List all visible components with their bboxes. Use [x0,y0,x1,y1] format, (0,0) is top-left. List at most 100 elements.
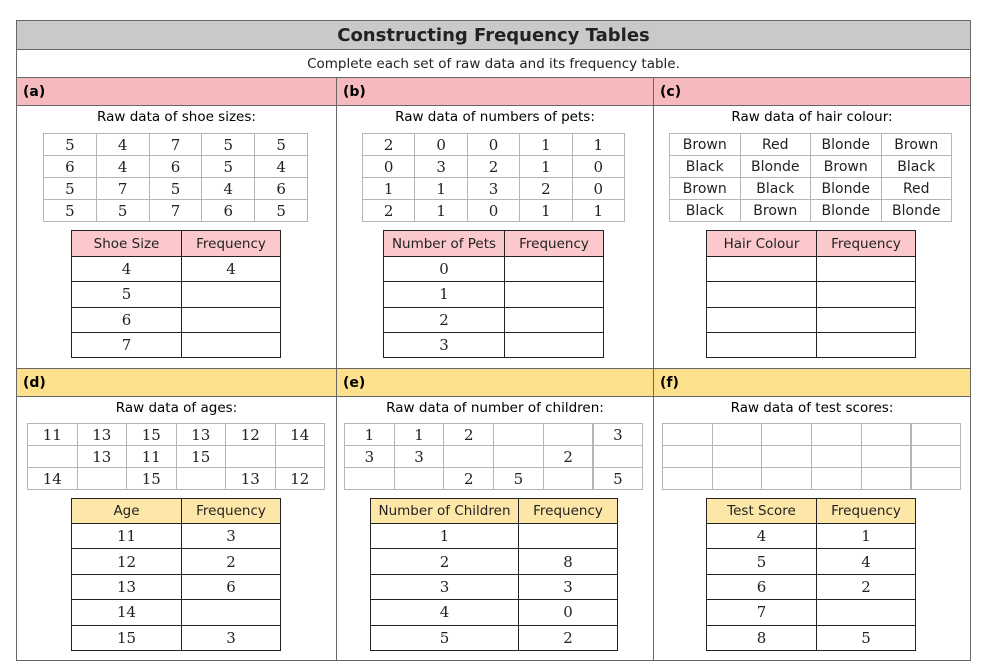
table-cell: 7 [71,331,182,359]
raw-data-cell [542,467,594,490]
raw-data-cell: 13 [175,423,226,446]
raw-data-title: Raw data of number of children: [386,400,604,416]
table-cell: 8 [518,548,618,575]
table-cell [504,256,604,283]
raw-data-cell: Black [739,177,811,200]
raw-data-cell: 1 [519,199,573,222]
raw-data-cell: 13 [225,467,276,490]
raw-data-cell: Brown [669,177,741,200]
raw-data-cell: 1 [414,199,468,222]
raw-data-cell: 3 [466,177,521,200]
table-cell [181,306,281,333]
table-cell: 5 [370,624,519,651]
raw-data-cell: Brown [810,155,882,178]
raw-data-cell: 1 [571,199,625,222]
table-cell: 2 [518,624,618,651]
table-header: Frequency [181,230,281,257]
table-cell [181,599,281,626]
table-cell: 0 [518,599,618,626]
raw-data-cell: Blonde [810,199,882,222]
table-header: Frequency [816,498,916,524]
raw-data-cell: 1 [519,133,573,156]
raw-data-cell: 5 [254,133,308,156]
table-cell [706,331,817,359]
raw-data-cell [761,467,813,490]
raw-data-cell: Black [880,155,952,178]
table-cell: 2 [383,306,505,333]
raw-data-cell: 14 [274,423,325,446]
raw-data-cell [711,423,763,446]
raw-data-cell: 5 [254,199,308,222]
raw-data-cell: 11 [126,445,177,468]
raw-data-cell: 6 [254,177,308,200]
raw-data-cell [493,423,544,446]
raw-data-cell: 2 [519,177,573,200]
raw-data-cell: 1 [393,423,445,446]
raw-data-cell: Black [669,155,741,178]
raw-data-cell: 3 [414,155,468,178]
table-header: Frequency [518,498,618,524]
raw-data-cell: 5 [95,199,150,222]
title: Constructing Frequency Tables [16,20,971,50]
panel-label: (c) [653,77,971,106]
table-header: Number of Pets [383,230,505,257]
raw-data-cell: 3 [592,423,644,446]
raw-data-cell: 5 [201,133,256,156]
raw-data-title: Raw data of test scores: [730,400,894,416]
panel-label: (e) [336,368,654,397]
table-cell: 0 [383,256,505,283]
table-cell: 7 [706,599,817,626]
table-cell: 6 [181,573,281,601]
table-cell: 3 [181,624,281,651]
table-cell [816,331,916,359]
raw-data-cell [860,423,912,446]
raw-data-cell: 1 [414,177,468,200]
raw-data-cell: 0 [571,155,625,178]
raw-data-cell: 2 [443,467,495,490]
raw-data-cell [811,467,862,490]
panel-label: (f) [653,368,971,397]
table-cell: 5 [706,548,817,575]
raw-data-cell: 1 [344,423,395,446]
raw-data-cell [662,445,713,468]
raw-data-cell: 5 [592,467,644,490]
raw-data-cell: 15 [126,423,177,446]
raw-data-cell: 6 [43,155,97,178]
raw-data-cell: 3 [393,445,445,468]
table-cell [706,256,817,283]
raw-data-cell: 0 [362,155,416,178]
table-cell [816,306,916,333]
raw-data-cell: 15 [126,467,177,490]
raw-data-cell [761,445,813,468]
subtitle: Complete each set of raw data and its fr… [16,49,971,78]
table-header: Shoe Size [71,230,182,257]
table-cell: 14 [71,599,182,626]
table-cell [706,306,817,333]
raw-data-cell [910,467,962,490]
table-cell [816,599,916,626]
raw-data-title: Raw data of shoe sizes: [97,109,256,125]
table-header: Frequency [816,230,916,257]
table-cell [504,306,604,333]
raw-data-cell: 15 [175,445,226,468]
table-cell: 13 [71,573,182,601]
raw-data-cell: Brown [669,133,741,156]
table-cell: 8 [706,624,817,651]
table-cell [504,331,604,359]
table-cell: 11 [71,523,182,550]
raw-data-cell [175,467,226,490]
table-cell: 1 [816,523,916,550]
raw-data-cell [443,445,495,468]
table-cell: 3 [370,573,519,601]
table-header: Frequency [504,230,604,257]
raw-data-cell [811,423,862,446]
table-cell: 6 [71,306,182,333]
table-cell: 4 [706,523,817,550]
raw-data-cell: 5 [148,177,203,200]
raw-data-cell: 4 [95,155,150,178]
raw-data-cell: 7 [148,133,203,156]
table-cell: 4 [370,599,519,626]
raw-data-cell [662,423,713,446]
raw-data-title: Raw data of numbers of pets: [395,109,595,125]
raw-data-cell: 3 [344,445,395,468]
